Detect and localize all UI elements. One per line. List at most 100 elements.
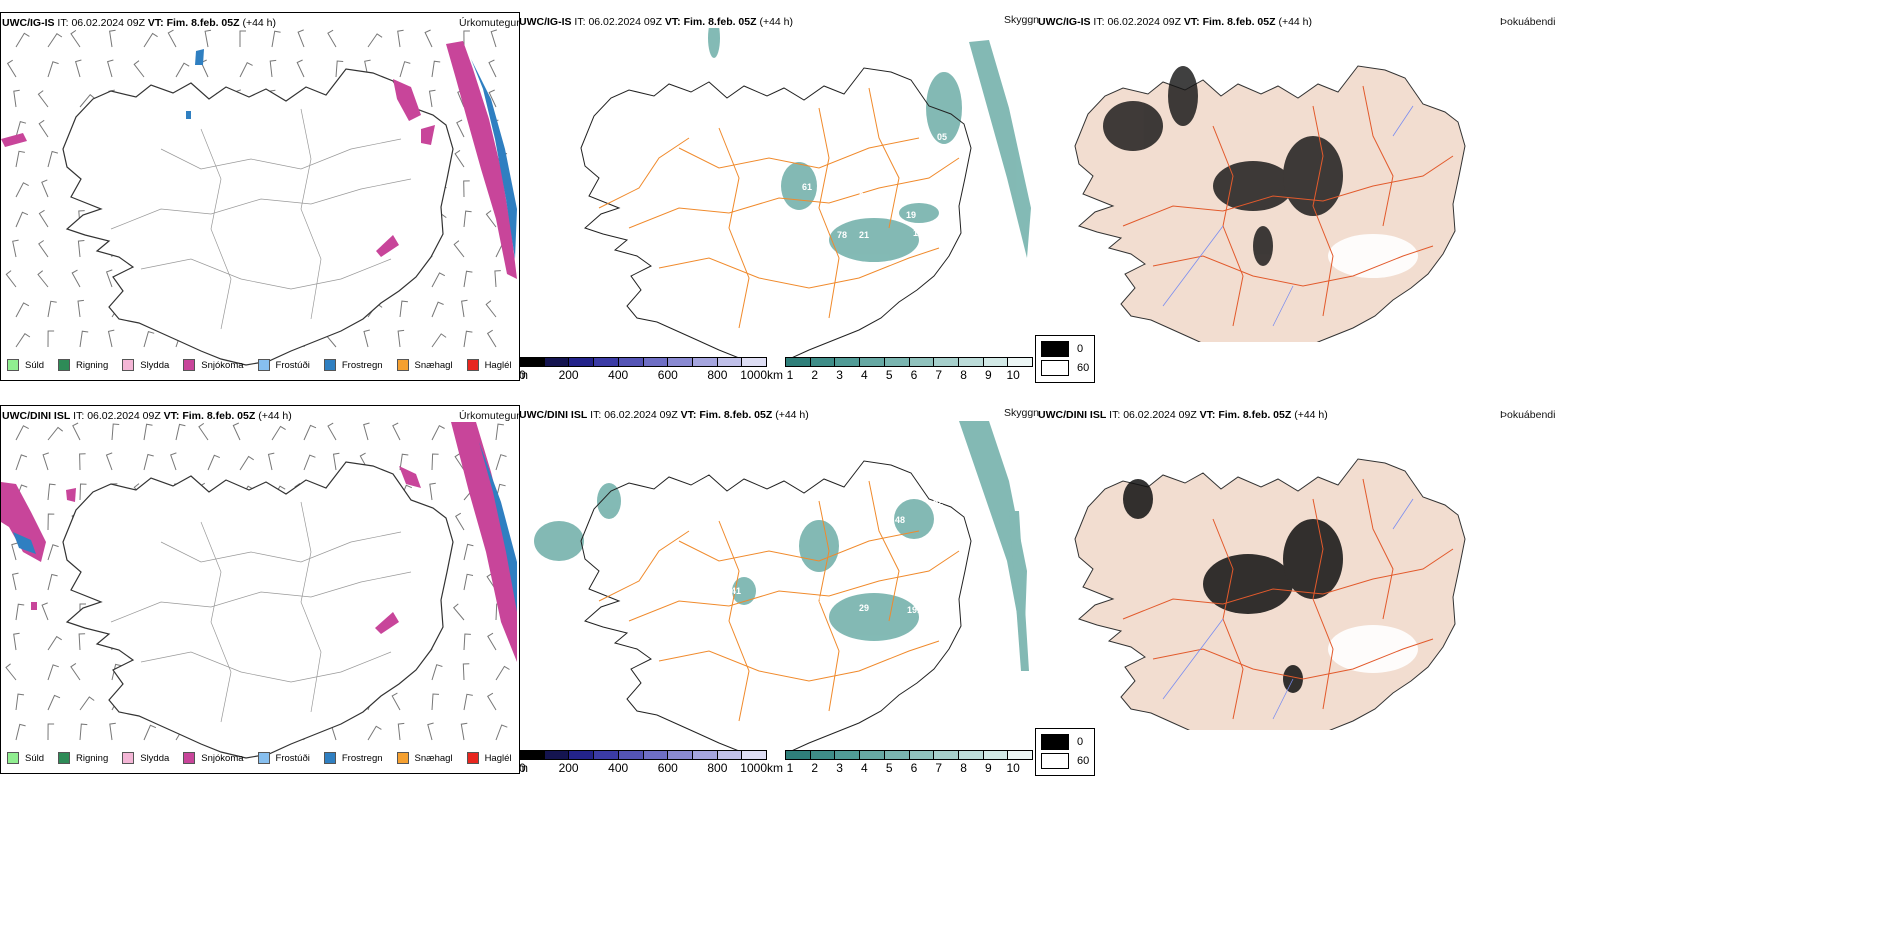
legend-item: Snjókoma: [183, 359, 244, 371]
wind-barb: [70, 662, 81, 681]
wind-barb: [15, 454, 28, 471]
scale-swatch: [958, 751, 984, 759]
scale-swatch: [692, 751, 718, 759]
scale-swatch: [810, 358, 836, 366]
wind-barb: [13, 632, 20, 651]
wind-barb: [463, 573, 474, 591]
cloud-panel-dini: UWC/DINI ISL IT: 06.02.2024 09Z VT: Fim.…: [519, 405, 1039, 775]
scale-tick-label: 1000: [740, 368, 767, 382]
rivers: [1162, 498, 1414, 720]
scale-swatch: [668, 751, 693, 759]
legend-item: Frostregn: [323, 752, 383, 764]
scale-swatch: [618, 358, 644, 366]
wind-barb: [453, 240, 465, 258]
wind-barb: [47, 483, 56, 501]
panel-title: Skyggni: [1004, 407, 1039, 419]
panel-title: Þokuábendi: [1500, 409, 1556, 421]
scale-tick-label: 7: [935, 368, 943, 382]
iceland-precip-map: [1, 29, 517, 366]
scale-tick-label: 9: [985, 761, 992, 775]
wind-barb: [15, 150, 25, 168]
cloud-areas: [534, 421, 1029, 671]
wind-barb: [267, 452, 275, 471]
wind-barb: [111, 423, 120, 441]
wind-barb: [327, 29, 337, 48]
wind-barb: [463, 30, 470, 48]
wind-barb: [47, 61, 59, 78]
wind-barb: [460, 722, 468, 741]
scale-tick-label: 2: [811, 368, 819, 382]
panel-header: UWC/IG-IS IT: 06.02.2024 09Z VT: Fim. 8.…: [1038, 16, 1313, 28]
scale-swatch: [934, 751, 959, 759]
wind-barb: [399, 453, 409, 471]
snow-areas: [1, 422, 517, 662]
scale-tick-label: 1: [786, 368, 794, 382]
wind-barb: [463, 180, 470, 198]
scale-tick-label: 1000: [740, 761, 767, 775]
wind-barb: [297, 29, 305, 48]
cloud-areas: [708, 28, 1031, 262]
scale-swatch: [520, 358, 545, 366]
wind-barb: [12, 572, 19, 591]
wind-barb: [431, 60, 441, 78]
scale-tick-label: 800: [707, 368, 728, 382]
wind-barb: [431, 272, 446, 288]
legend-item: Súld: [7, 359, 44, 371]
scale-swatch: [1008, 751, 1033, 759]
svg-text:376: 376: [851, 561, 866, 571]
svg-text:21: 21: [859, 230, 869, 240]
fog-areas: [1123, 479, 1343, 693]
wind-barb: [79, 453, 86, 471]
panel-title: Þokuábendi: [1500, 16, 1556, 28]
panel-title: Úrkomutegund: [459, 410, 519, 422]
scale-swatch: [717, 358, 743, 366]
legend-item: Frostúði: [257, 359, 310, 371]
scale-swatch: [983, 751, 1009, 759]
altitude-scale: 0 200 400 600 800 1000 m: [519, 357, 767, 382]
wind-barb: [495, 423, 504, 441]
wind-barb: [363, 329, 370, 348]
wind-barb: [303, 454, 316, 471]
wind-barb: [79, 330, 89, 348]
wind-barb: [367, 725, 382, 741]
wind-barb: [47, 33, 63, 48]
cloud-base-labels: 48 52 77 376 29 204 191 5 41: [731, 497, 943, 615]
wind-barb: [37, 270, 49, 288]
wind-barb: [232, 422, 241, 441]
wind-barb: [79, 483, 87, 501]
svg-text:78: 78: [837, 230, 847, 240]
wind-barb: [6, 59, 17, 78]
scale-swatch: [544, 751, 570, 759]
wind-barb: [463, 633, 471, 651]
wind-barb: [79, 93, 96, 108]
wind-barb: [431, 301, 444, 318]
wind-barb: [15, 333, 31, 348]
panel-header: UWC/IG-IS IT: 06.02.2024 09Z VT: Fim. 8.…: [2, 17, 277, 29]
wind-barb: [429, 482, 436, 501]
wind-barb: [463, 330, 473, 348]
iceland-fog-map: 48: [1074, 458, 1466, 730]
scale-tick-label: 10: [1006, 761, 1020, 775]
panel-header: UWC/IG-IS IT: 06.02.2024 09Z VT: Fim. 8.…: [519, 16, 794, 28]
roads: [110, 501, 412, 723]
wind-barb: [392, 422, 401, 441]
wind-barb: [42, 452, 49, 471]
wind-barb: [41, 179, 49, 198]
wind-barb: [431, 693, 440, 711]
wind-barb: [397, 722, 405, 741]
scale-swatch: [884, 751, 910, 759]
roads: [110, 108, 412, 330]
wind-barb: [269, 59, 277, 78]
wind-barb: [487, 692, 497, 711]
wind-barb: [428, 89, 436, 108]
svg-text:21: 21: [859, 191, 869, 201]
wind-barb: [463, 210, 472, 228]
wind-barb: [175, 423, 186, 441]
scale-tick-label: 0: [519, 368, 526, 382]
rivers: [1162, 105, 1414, 327]
wind-barb: [490, 29, 498, 48]
scale-swatch: [618, 751, 644, 759]
altitude-scale: 0 200 400 600 800 1000 m: [519, 750, 767, 775]
wind-barb: [77, 240, 85, 258]
wind-barb: [175, 62, 190, 78]
